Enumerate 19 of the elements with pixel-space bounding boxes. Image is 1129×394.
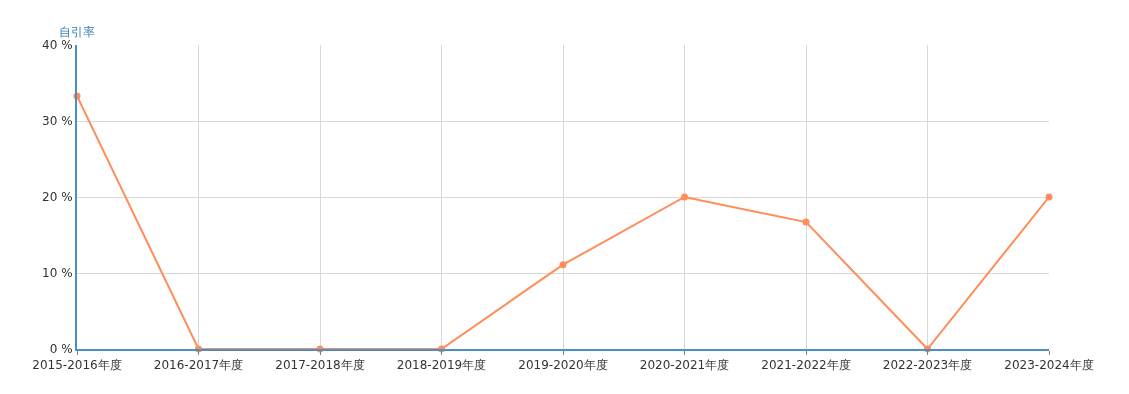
x-tick-label: 2015-2016年度 xyxy=(32,358,122,373)
x-tick-label: 2022-2023年度 xyxy=(882,358,973,373)
x-tick-label: 2018-2019年度 xyxy=(396,358,487,373)
y-tick-label: 0 % xyxy=(49,342,73,357)
x-tick-label: 2021-2022年度 xyxy=(761,358,851,373)
y-tick-label: 20 % xyxy=(42,190,73,205)
point xyxy=(559,261,567,269)
y-axis-title: 自引率 xyxy=(59,25,95,39)
y-tick-label: 40 % xyxy=(42,38,73,53)
x-tick-label: 2017-2018年度 xyxy=(275,358,365,373)
y-tick-label: 10 % xyxy=(42,266,73,281)
x-tick-label: 2019-2020年度 xyxy=(518,358,608,373)
x-tick-label: 2023-2024年度 xyxy=(1004,358,1094,373)
point xyxy=(1045,193,1053,201)
point xyxy=(802,218,810,226)
x-tick-label: 2016-2017年度 xyxy=(153,358,244,373)
x-tick-label: 2020-2021年度 xyxy=(639,358,730,373)
y-tick-label: 30 % xyxy=(42,114,73,129)
point xyxy=(681,193,688,201)
